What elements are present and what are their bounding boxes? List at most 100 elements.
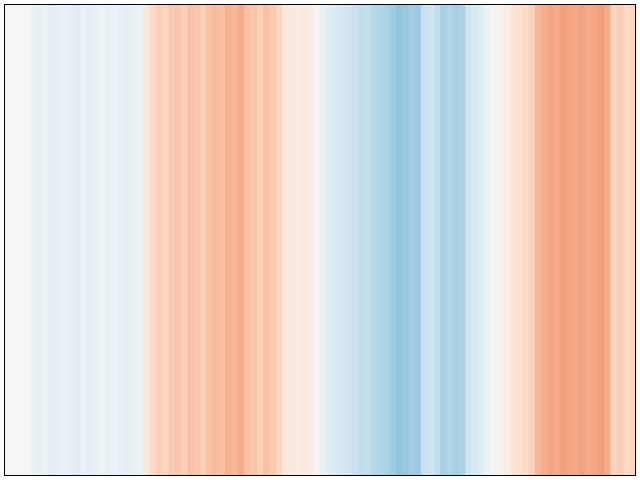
stripe	[357, 4, 365, 476]
stripe	[610, 4, 618, 476]
stripe	[370, 4, 378, 476]
stripe	[29, 4, 37, 476]
stripe	[250, 4, 258, 476]
stripe	[86, 4, 94, 476]
stripe	[105, 4, 113, 476]
stripe	[509, 4, 517, 476]
stripe	[218, 4, 226, 476]
stripe	[73, 4, 81, 476]
stripe	[452, 4, 460, 476]
stripe	[263, 4, 271, 476]
stripe	[124, 4, 131, 476]
stripe	[541, 4, 549, 476]
stripe	[408, 4, 416, 476]
stripe	[433, 4, 441, 476]
stripe	[269, 4, 277, 476]
stripe	[92, 4, 100, 476]
stripe	[395, 4, 403, 476]
frame	[4, 4, 636, 476]
stripe	[503, 4, 511, 476]
stripe	[67, 4, 75, 476]
stripe	[256, 4, 264, 476]
stripe	[326, 4, 334, 476]
stripe	[332, 4, 340, 476]
stripe	[98, 4, 106, 476]
stripe	[244, 4, 252, 476]
stripe	[199, 4, 207, 476]
stripe	[231, 4, 239, 476]
stripe	[4, 4, 11, 476]
stripe	[307, 4, 315, 476]
stripe	[16, 4, 24, 476]
stripe	[206, 4, 214, 476]
stripe	[547, 4, 555, 476]
stripe	[338, 4, 346, 476]
stripe	[193, 4, 201, 476]
stripe	[515, 4, 523, 476]
stripe	[168, 4, 176, 476]
stripe	[320, 4, 327, 476]
stripe	[598, 4, 605, 476]
stripe	[22, 4, 30, 476]
stripe	[187, 4, 195, 476]
stripe	[389, 4, 397, 476]
stripe	[364, 4, 372, 476]
stripe	[629, 4, 637, 476]
stripe	[490, 4, 498, 476]
stripe	[174, 4, 182, 476]
stripe	[465, 4, 473, 476]
stripe	[351, 4, 359, 476]
stripe	[617, 4, 624, 476]
stripe	[237, 4, 245, 476]
stripe	[478, 4, 485, 476]
stripe	[414, 4, 422, 476]
stripe	[79, 4, 87, 476]
stripe	[560, 4, 568, 476]
stripe	[345, 4, 353, 476]
stripe	[623, 4, 631, 476]
stripe	[294, 4, 302, 476]
stripe	[553, 4, 561, 476]
stripe	[402, 4, 410, 476]
stripe	[579, 4, 587, 476]
stripe	[471, 4, 479, 476]
stripe	[313, 4, 321, 476]
stripe	[566, 4, 574, 476]
stripe	[155, 4, 163, 476]
stripe	[288, 4, 296, 476]
stripe	[117, 4, 125, 476]
stripe	[440, 4, 447, 476]
stripe	[459, 4, 466, 476]
stripe	[376, 4, 384, 476]
stripe	[149, 4, 157, 476]
stripe	[572, 4, 580, 476]
stripe	[427, 4, 435, 476]
stripe	[484, 4, 492, 476]
stripe	[301, 4, 308, 476]
stripe	[212, 4, 220, 476]
stripe	[446, 4, 454, 476]
stripe	[41, 4, 49, 476]
stripe	[534, 4, 542, 476]
stripe	[10, 4, 18, 476]
stripe	[522, 4, 530, 476]
stripe	[136, 4, 144, 476]
stripe	[604, 4, 612, 476]
stripe	[383, 4, 391, 476]
stripe	[528, 4, 536, 476]
stripe	[111, 4, 119, 476]
stripe	[225, 4, 233, 476]
stripe	[162, 4, 169, 476]
stripe	[282, 4, 289, 476]
stripe	[496, 4, 504, 476]
stripe	[54, 4, 62, 476]
stripe	[143, 4, 150, 476]
stripe	[130, 4, 138, 476]
stripe	[60, 4, 68, 476]
stripe	[275, 4, 283, 476]
stripe	[180, 4, 188, 476]
stripe	[591, 4, 599, 476]
stripe	[35, 4, 43, 476]
